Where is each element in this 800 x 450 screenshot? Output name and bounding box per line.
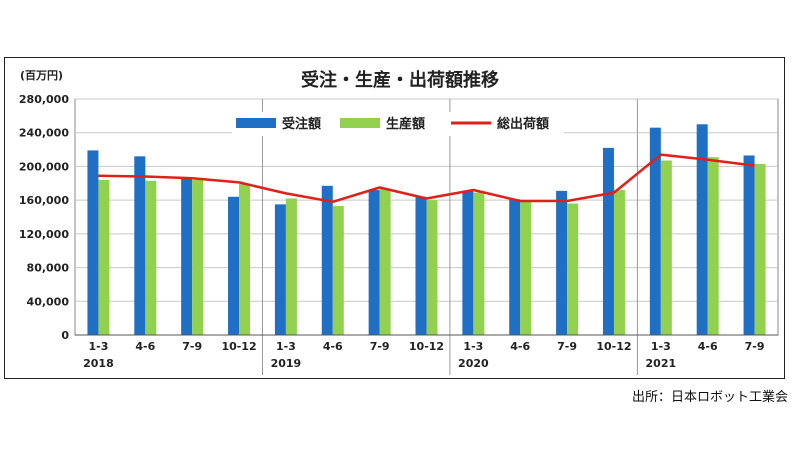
y-tick-label: 40,000 xyxy=(27,295,70,308)
x-tick-label-quarter: 1-3 xyxy=(276,340,296,353)
chart-title: 受注・生産・出荷額推移 xyxy=(301,70,499,91)
x-tick-label-quarter: 10-12 xyxy=(221,340,256,353)
x-tick-label-quarter: 1-3 xyxy=(88,340,108,353)
x-tick-label-quarter: 4-6 xyxy=(323,340,343,353)
bar-受注額-10 xyxy=(556,190,568,335)
bar-受注額-6 xyxy=(368,190,380,335)
bar-受注額-7 xyxy=(415,196,427,335)
bar-受注額-2 xyxy=(181,178,193,335)
x-tick-label-quarter: 1-3 xyxy=(651,340,671,353)
y-tick-label: 120,000 xyxy=(19,228,69,241)
y-tick-label: 280,000 xyxy=(19,93,69,106)
bar-受注額-3 xyxy=(228,196,240,335)
bar-生産額-3 xyxy=(239,184,251,335)
legend-label-生産額: 生産額 xyxy=(386,116,425,132)
bar-受注額-8 xyxy=(462,190,474,335)
bar-生産額-5 xyxy=(332,206,344,335)
bar-生産額-0 xyxy=(98,179,110,335)
x-tick-label-quarter: 4-6 xyxy=(510,340,530,353)
x-tick-label-quarter: 4-6 xyxy=(698,340,718,353)
x-tick-label-year: 2020 xyxy=(458,357,489,370)
bar-受注額-13 xyxy=(696,124,708,336)
bar-生産額-11 xyxy=(613,190,625,335)
x-tick-label-quarter: 7-9 xyxy=(370,340,390,353)
bar-生産額-1 xyxy=(145,180,157,335)
legend-swatch-受注額 xyxy=(236,118,276,128)
y-tick-label: 0 xyxy=(61,329,69,342)
x-tick-label-quarter: 10-12 xyxy=(409,340,444,353)
bar-生産額-9 xyxy=(520,201,532,335)
bar-生産額-2 xyxy=(192,179,204,335)
bar-生産額-7 xyxy=(426,200,438,335)
bar-受注額-5 xyxy=(321,185,333,335)
line-総出荷額 xyxy=(98,153,755,204)
y-axis-unit-label: (百万円) xyxy=(20,69,64,82)
bar-生産額-13 xyxy=(707,157,719,335)
legend-box xyxy=(232,112,564,136)
x-tick-label-quarter: 7-9 xyxy=(182,340,202,353)
bar-受注額-14 xyxy=(743,155,755,335)
legend-label-受注額: 受注額 xyxy=(282,116,321,132)
x-tick-label-year: 2018 xyxy=(83,357,114,370)
bar-受注額-0 xyxy=(87,150,99,335)
x-tick-label-year: 2021 xyxy=(646,357,677,370)
bar-受注額-9 xyxy=(509,199,521,335)
y-tick-label: 240,000 xyxy=(19,127,69,140)
source-note: 出所：日本ロボット工業会 xyxy=(631,390,788,405)
x-tick-label-quarter: 10-12 xyxy=(596,340,631,353)
legend-label-総出荷額: 総出荷額 xyxy=(497,116,549,132)
bar-受注額-4 xyxy=(274,204,286,335)
bar-受注額-1 xyxy=(134,156,146,335)
bar-生産額-14 xyxy=(754,163,766,335)
bar-生産額-12 xyxy=(660,160,672,335)
x-tick-label-quarter: 1-3 xyxy=(463,340,483,353)
bar-受注額-11 xyxy=(602,147,614,335)
bar-受注額-12 xyxy=(649,127,661,336)
y-tick-label: 160,000 xyxy=(19,194,69,207)
x-tick-label-quarter: 4-6 xyxy=(135,340,155,353)
bar-生産額-10 xyxy=(567,203,579,335)
y-tick-label: 200,000 xyxy=(19,160,69,173)
legend-swatch-生産額 xyxy=(340,118,380,128)
bar-生産額-6 xyxy=(379,188,391,335)
y-tick-label: 80,000 xyxy=(27,262,70,275)
x-tick-label-quarter: 7-9 xyxy=(557,340,577,353)
bar-生産額-8 xyxy=(473,192,485,335)
bar-生産額-4 xyxy=(285,198,297,335)
x-tick-label-year: 2019 xyxy=(271,357,302,370)
x-tick-label-quarter: 7-9 xyxy=(745,340,765,353)
chart-plot: 0 40,000 80,000 120,000 160,000 200,000 240,00… xyxy=(19,93,779,375)
